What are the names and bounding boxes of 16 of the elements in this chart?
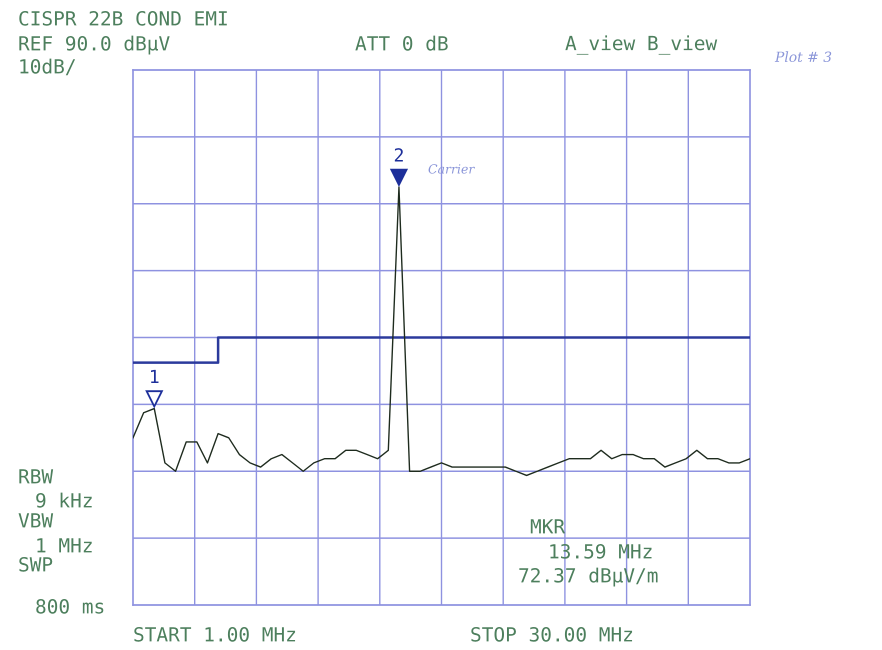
text: 1 MHz [37,538,92,552]
chart-title: CISPR 22B COND EMI [19,10,227,26]
text: ATT 0 dB [355,36,448,51]
text: STOP 30.00 MHz [471,626,632,642]
text: RBW [19,469,54,484]
text: 9 kHz [36,492,92,508]
annotation: 1 [151,370,158,384]
text: REF 90.0 dBμV [19,36,170,54]
text: SWP [19,556,52,572]
text: 800 ms [36,598,104,614]
text: A_view B_view [565,35,718,55]
text: 10dB/ [20,58,76,76]
text: START 1.00 MHz [134,626,296,642]
text: VBW [18,513,54,528]
text: Plot # 3 [774,51,832,62]
annotation: 2 [394,148,403,162]
